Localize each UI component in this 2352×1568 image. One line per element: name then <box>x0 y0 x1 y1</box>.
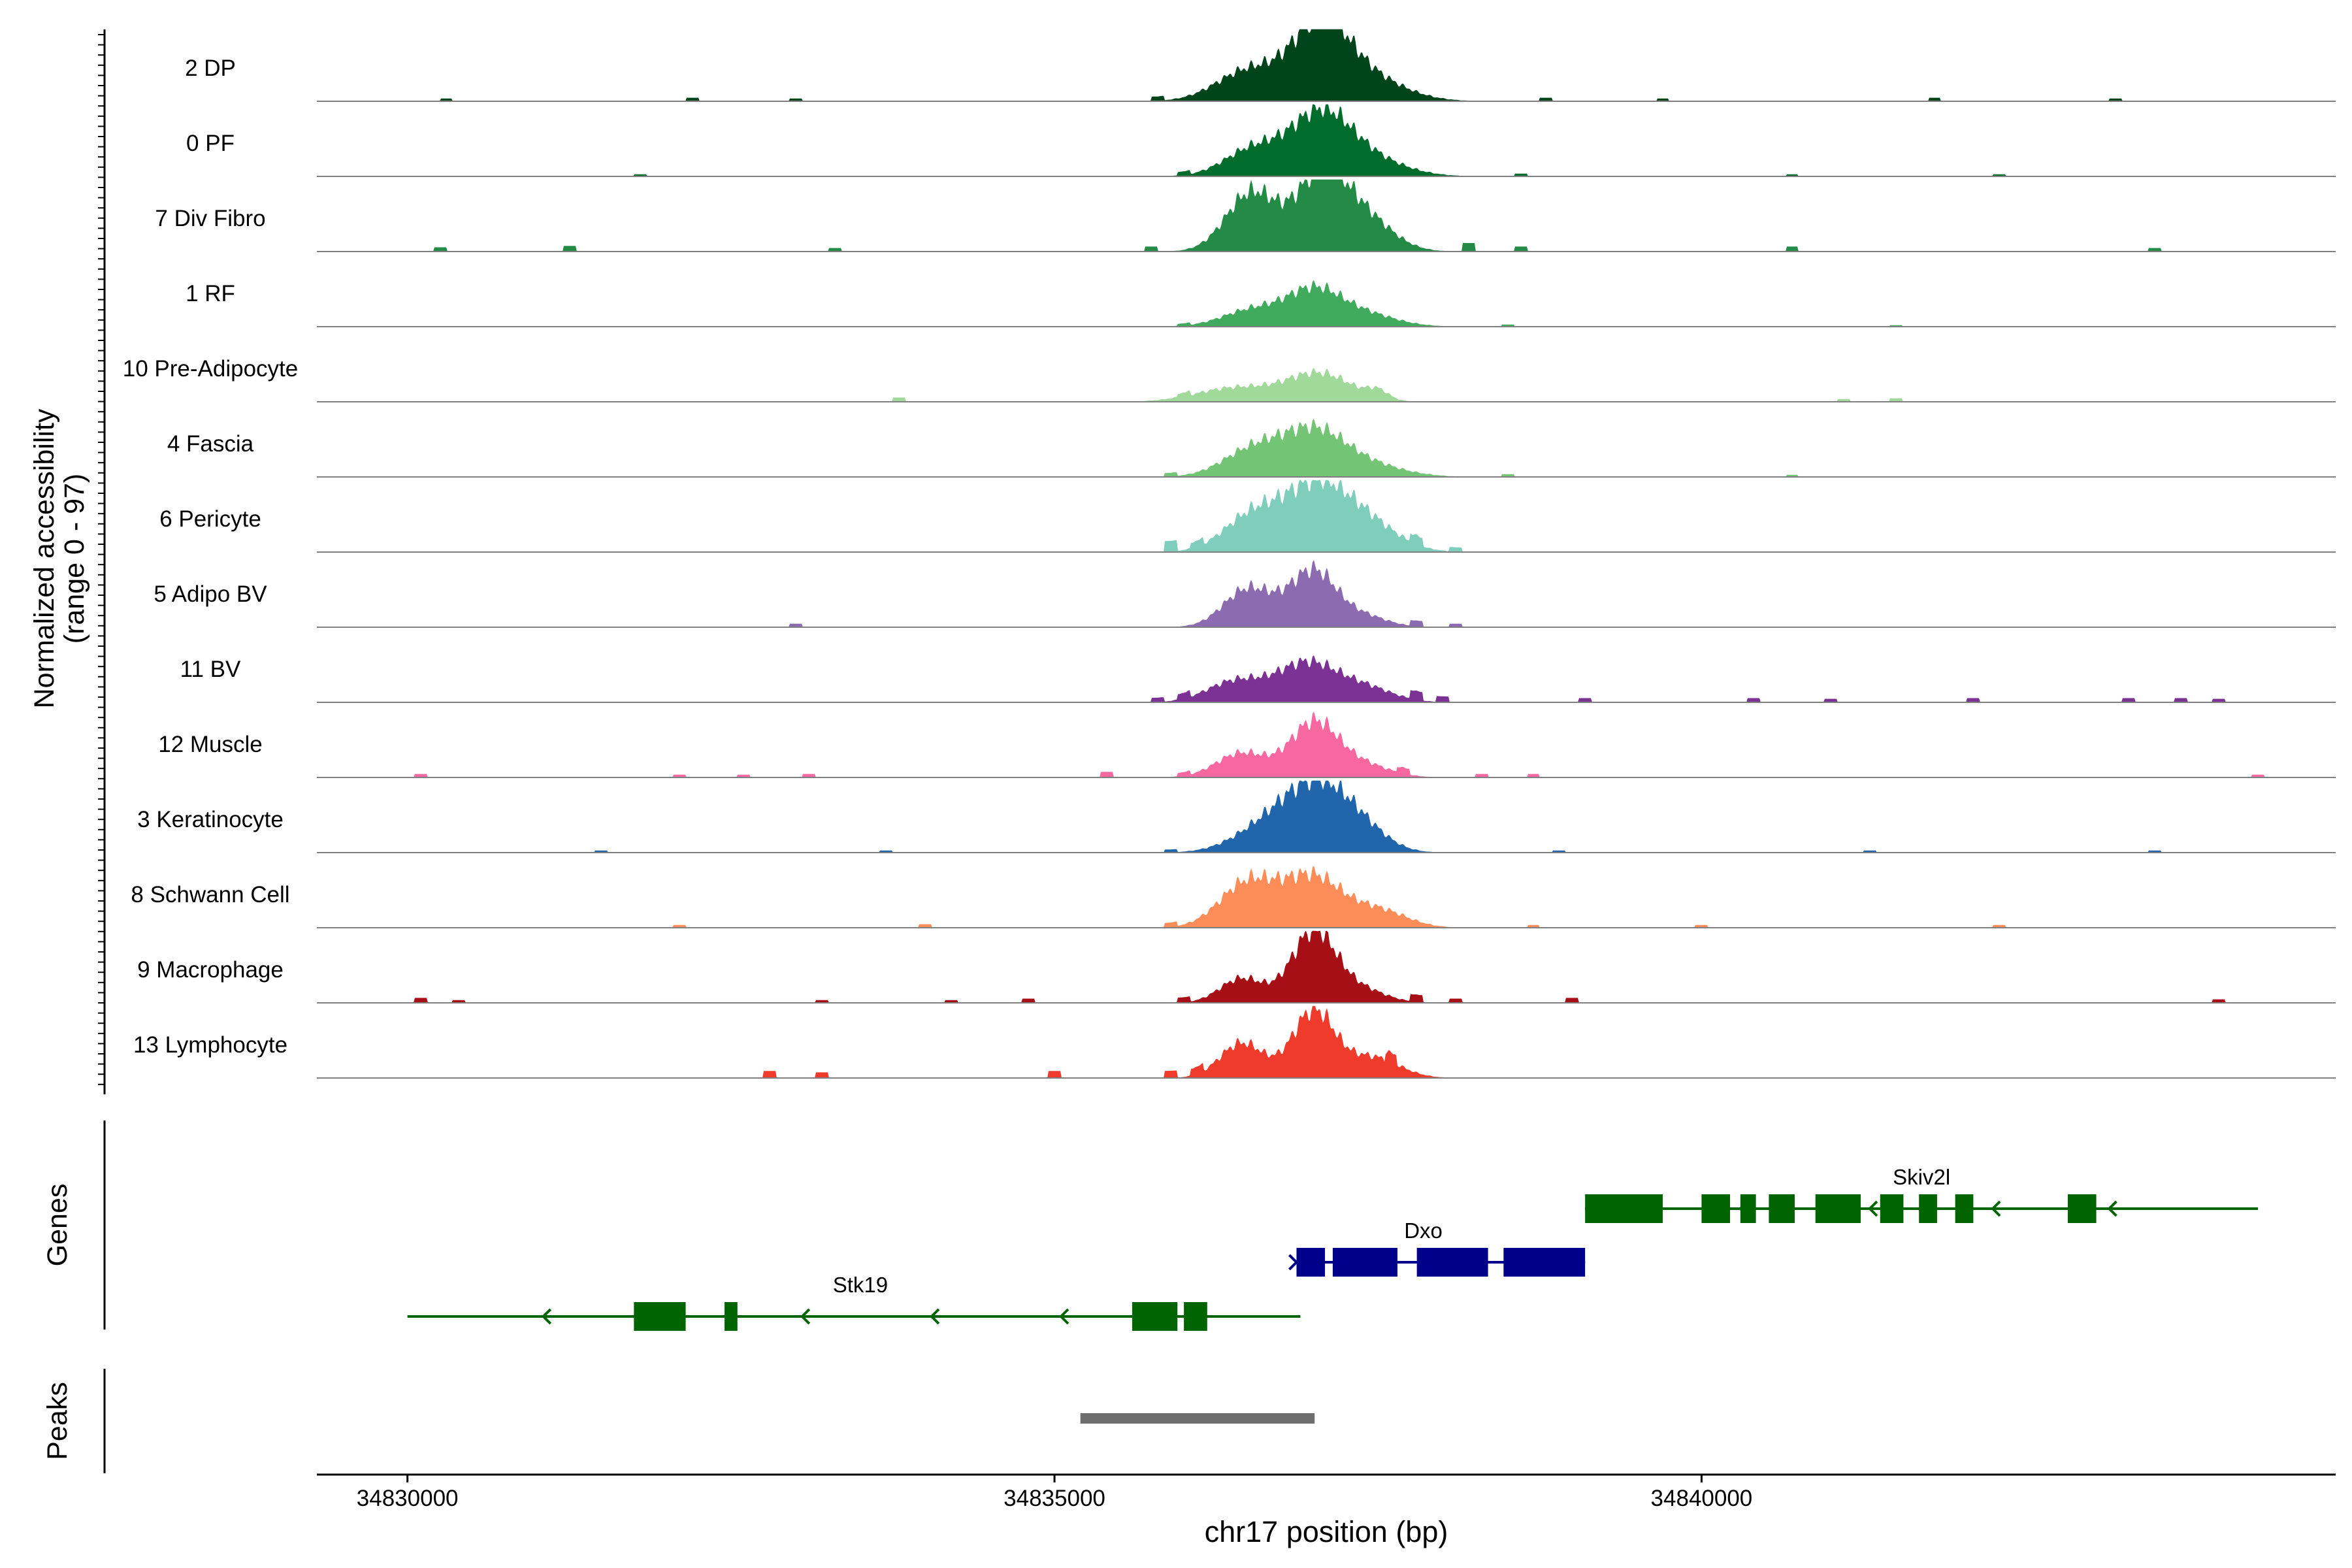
peaks-track-label: Peaks <box>42 1382 73 1460</box>
gene-exon <box>2067 1194 2097 1223</box>
track-label: 2 DP <box>185 56 236 81</box>
gene-dxo: Dxo <box>1288 1218 1586 1277</box>
track-label: 11 BV <box>180 657 241 682</box>
track-8-schwann-cell: 8 Schwann Cell <box>131 866 2336 928</box>
track-9-macrophage: 9 Macrophage <box>137 930 2336 1004</box>
track-3-keratinocyte: 3 Keratinocyte <box>137 780 2336 853</box>
strand-arrow <box>1188 1308 1199 1325</box>
track-2-dp: 2 DP <box>185 29 2336 102</box>
gene-exon <box>1296 1248 1326 1277</box>
track-label: 5 Adipo BV <box>154 581 267 607</box>
strand-arrow <box>1991 1200 2001 1217</box>
gene-exon <box>1184 1302 1207 1331</box>
strand-arrow <box>1868 1200 1878 1217</box>
y-axis-label: Normalized accessibility <box>29 408 60 708</box>
track-11-bv: 11 BV <box>180 655 2336 703</box>
gene-exon <box>634 1302 686 1331</box>
track-10-pre-adipocyte: 10 Pre-Adipocyte <box>123 356 2336 402</box>
gene-exon <box>1740 1194 1756 1223</box>
coverage-tracks: 2 DP 0 PF 7 Div Fibro 1 RF 10 Pre-Adipocyte 4… <box>123 29 2336 1079</box>
strand-arrow <box>2107 1200 2117 1217</box>
coverage-area <box>317 655 2336 702</box>
track-12-muscle: 12 Muscle <box>158 711 2336 778</box>
gene-exon <box>1880 1194 1904 1223</box>
coverage-area <box>317 711 2336 777</box>
gene-label: Stk19 <box>833 1273 888 1297</box>
x-tick-label: 34835000 <box>1004 1486 1105 1511</box>
track-7-div-fibro: 7 Div Fibro <box>155 179 2336 252</box>
x-axis: 34830000 34835000 34840000 <box>317 1473 2336 1511</box>
genes-track-label: Genes <box>42 1184 73 1267</box>
strand-arrow <box>930 1308 940 1325</box>
coverage-area <box>317 930 2336 1003</box>
gene-exon <box>1503 1248 1586 1277</box>
y-axis-label-range: (range 0 - 97) <box>59 474 90 644</box>
coverage-area <box>317 560 2336 627</box>
gene-label: Dxo <box>1404 1218 1443 1243</box>
gene-exon <box>724 1302 738 1331</box>
coverage-area <box>317 29 2336 101</box>
x-tick-label: 34840000 <box>1651 1486 1753 1511</box>
x-tick-label: 34830000 <box>357 1486 459 1511</box>
track-label: 6 Pericyte <box>159 506 261 532</box>
track-label: 13 Lymphocyte <box>133 1032 287 1058</box>
strand-arrow <box>800 1308 811 1325</box>
track-6-pericyte: 6 Pericyte <box>159 480 2336 553</box>
gene-stk19: Stk19 <box>407 1273 1301 1331</box>
track-label: 3 Keratinocyte <box>137 807 284 832</box>
gene-exon <box>1815 1194 1861 1223</box>
coverage-area <box>317 780 2336 853</box>
track-4-fascia: 4 Fascia <box>167 418 2336 478</box>
peak-region <box>1080 1413 1315 1424</box>
track-label: 10 Pre-Adipocyte <box>123 356 298 382</box>
track-13-lymphocyte: 13 Lymphocyte <box>133 1005 2336 1079</box>
track-label: 9 Macrophage <box>137 957 284 983</box>
peaks-track <box>103 1369 1315 1473</box>
track-label: 0 PF <box>186 131 235 156</box>
track-label: 7 Div Fibro <box>155 206 265 231</box>
gene-annotation-track: Skiv2l Dxo Stk19 <box>103 1120 2259 1331</box>
track-0-pf: 0 PF <box>186 104 2336 177</box>
coverage-y-axis <box>98 29 106 1094</box>
coverage-area <box>317 179 2336 252</box>
track-label: 4 Fascia <box>167 431 254 457</box>
coverage-area <box>317 480 2336 552</box>
track-label: 8 Schwann Cell <box>131 882 289 907</box>
coverage-area <box>317 104 2336 176</box>
strand-arrow <box>1288 1254 1299 1271</box>
gene-exon <box>1416 1248 1488 1277</box>
gene-skiv2l: Skiv2l <box>1585 1165 2259 1223</box>
gene-exon <box>1919 1194 1937 1223</box>
coverage-area <box>317 1005 2336 1078</box>
track-label: 1 RF <box>186 281 235 306</box>
coverage-area <box>317 418 2336 477</box>
coverage-area <box>317 866 2336 928</box>
strand-arrow <box>1739 1200 1749 1217</box>
track-1-rf: 1 RF <box>186 280 2336 327</box>
gene-exon <box>1585 1194 1663 1223</box>
strand-arrow <box>541 1308 552 1325</box>
x-axis-label: chr17 position (bp) <box>1205 1515 1448 1548</box>
gene-exon <box>1701 1194 1730 1223</box>
strand-arrow <box>1059 1308 1070 1325</box>
gene-exon <box>1769 1194 1795 1223</box>
track-5-adipo-bv: 5 Adipo BV <box>154 560 2336 628</box>
gene-exon <box>1132 1302 1178 1331</box>
gene-label: Skiv2l <box>1893 1165 1950 1189</box>
coverage-area <box>317 280 2336 327</box>
coverage-area <box>317 368 2336 402</box>
gene-exon <box>1955 1194 1974 1223</box>
track-label: 12 Muscle <box>158 732 263 757</box>
gene-exon <box>1332 1248 1397 1277</box>
